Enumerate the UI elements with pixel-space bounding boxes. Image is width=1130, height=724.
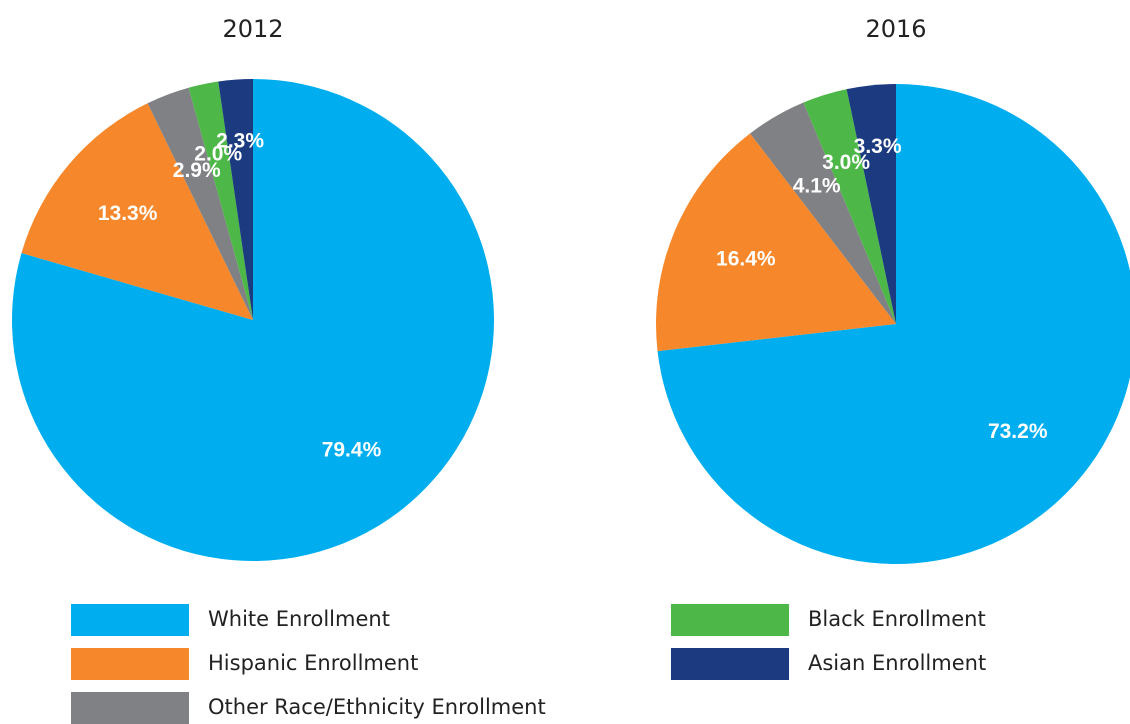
legend-label: Black Enrollment: [808, 607, 986, 631]
pie-slice: [657, 84, 1130, 564]
chart-title: 2012: [222, 15, 283, 43]
pie-slice: [218, 79, 253, 320]
pie-slice: [147, 87, 253, 320]
data-label: 2.3%: [216, 130, 264, 153]
data-label: 73.2%: [988, 420, 1048, 443]
pie-slice: [846, 84, 896, 324]
pie-slice: [656, 133, 896, 352]
pie-slice: [21, 103, 253, 320]
data-label: 3.3%: [854, 135, 902, 158]
pie-slice: [750, 102, 896, 325]
legend-label: Hispanic Enrollment: [208, 651, 418, 675]
chart-title: 2016: [865, 15, 926, 43]
legend-label: Other Race/Ethnicity Enrollment: [208, 695, 546, 719]
data-label: 2.0%: [194, 142, 242, 165]
pie-slice: [188, 81, 253, 320]
data-label: 4.1%: [793, 174, 841, 197]
legend-swatch: [71, 604, 189, 636]
legend-label: Asian Enrollment: [808, 651, 986, 675]
legend-swatch: [671, 604, 789, 636]
data-label: 16.4%: [716, 248, 776, 271]
pie-slice: [803, 89, 896, 324]
legend-swatch: [71, 648, 189, 680]
data-label: 3.0%: [822, 151, 870, 174]
pie-slice: [12, 79, 495, 562]
data-label: 79.4%: [322, 439, 382, 462]
data-label: 13.3%: [98, 202, 158, 225]
legend-swatch: [671, 648, 789, 680]
legend-label: White Enrollment: [208, 607, 390, 631]
legend-swatch: [71, 692, 189, 724]
data-label: 2.9%: [173, 159, 221, 182]
